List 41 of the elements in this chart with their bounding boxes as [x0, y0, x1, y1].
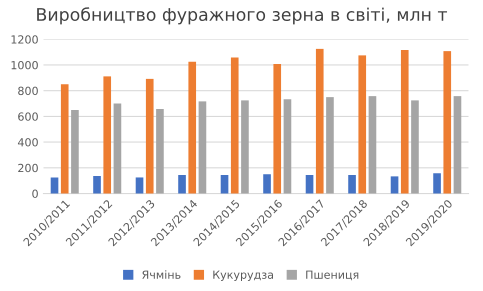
bar	[114, 104, 122, 194]
bar	[50, 177, 58, 194]
bar	[71, 110, 79, 194]
bar	[368, 96, 376, 194]
bar	[433, 173, 441, 194]
bar	[306, 175, 314, 194]
bar	[156, 108, 164, 194]
bar	[443, 51, 452, 194]
legend-label: Кукурудза	[213, 270, 274, 281]
bar	[146, 78, 154, 194]
bar	[220, 175, 228, 194]
bar	[188, 62, 196, 194]
bar	[390, 176, 398, 194]
y-tick-label: 0	[32, 189, 38, 198]
y-tick-label: 1000	[12, 60, 38, 70]
bar	[103, 76, 112, 194]
y-tick-label: 1200	[12, 35, 38, 44]
bar	[60, 84, 69, 194]
bar	[348, 175, 356, 194]
bar	[241, 100, 249, 194]
bar	[230, 58, 239, 194]
y-tick-label: 200	[18, 164, 38, 172]
y-tick-label: 600	[18, 112, 38, 121]
y-tick-label: 400	[18, 138, 38, 146]
legend-label: Ячмінь	[142, 270, 180, 279]
bar	[263, 174, 271, 194]
bar	[326, 97, 334, 194]
bar	[178, 175, 186, 194]
bar	[358, 55, 366, 194]
bar	[273, 64, 282, 194]
bar	[454, 96, 462, 194]
bar	[93, 176, 101, 194]
bar	[316, 48, 324, 194]
bar	[136, 177, 144, 194]
bar	[411, 100, 419, 194]
bar	[400, 50, 409, 194]
chart-title: Виробництво фуражного зерна в світі, млн т	[37, 7, 448, 24]
y-tick-label: 800	[18, 86, 38, 96]
bar	[284, 99, 292, 194]
legend-label: Пшениця	[306, 270, 358, 280]
bar	[198, 101, 206, 194]
